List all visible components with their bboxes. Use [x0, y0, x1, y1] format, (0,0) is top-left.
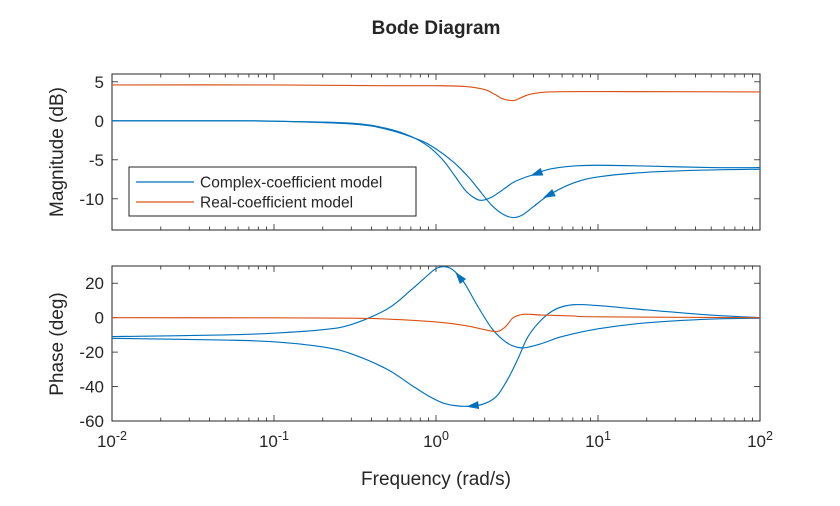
x-axis-label: Frequency (rad/s): [361, 469, 511, 490]
x-tick-label: 101: [585, 429, 611, 451]
series-line-complex-phase-0: [111, 303, 761, 407]
series-line-complex-magnitude-1: [111, 120, 761, 201]
phase-panel: 20 0 -20 -40 -60 Phase (deg): [47, 265, 761, 431]
direction-arrow-marker: [466, 401, 480, 410]
x-tick-labels: 10-2 10-1 100 101 102: [97, 429, 773, 451]
direction-arrow-marker: [530, 167, 544, 176]
series-line-complex-magnitude-0: [111, 120, 761, 219]
phase-ylabel: Phase (deg): [47, 292, 68, 396]
phase-series: [111, 266, 761, 410]
legend: Complex-coefficient model Real-coefficie…: [128, 166, 417, 217]
y-tick-label: -60: [79, 412, 104, 431]
series-line-complex-phase-1: [111, 266, 761, 349]
phase-ticks: 20 0 -20 -40 -60: [79, 266, 760, 431]
phase-plot-area: [111, 265, 761, 422]
x-tick-label: 10-1: [259, 429, 289, 451]
legend-label-real: Real-coefficient model: [200, 195, 353, 212]
magnitude-ticks: 5 0 -5 -10: [79, 73, 760, 230]
y-tick-label: 5: [95, 73, 104, 92]
series-line-real-phase-2: [111, 313, 761, 333]
direction-arrow-marker: [455, 271, 467, 285]
x-tick-label: 10-2: [97, 429, 127, 451]
x-tick-label: 100: [423, 429, 449, 451]
y-tick-label: -5: [89, 151, 104, 170]
y-tick-label: -20: [79, 343, 104, 362]
y-tick-label: 20: [85, 274, 104, 293]
y-tick-label: 0: [95, 112, 104, 131]
legend-box: [128, 166, 417, 217]
legend-label-complex: Complex-coefficient model: [200, 175, 382, 192]
series-line-real-magnitude-2: [111, 84, 761, 102]
magnitude-panel: 5 0 -5 -10 Complex-coefficient model Real-c…: [47, 73, 761, 231]
magnitude-ylabel: Magnitude (dB): [47, 87, 68, 217]
y-tick-label: 0: [95, 309, 104, 328]
x-tick-label: 102: [747, 429, 773, 451]
chart-title: Bode Diagram: [372, 18, 501, 39]
y-tick-label: -40: [79, 378, 104, 397]
direction-arrow-marker: [542, 188, 556, 198]
magnitude-series: [111, 84, 761, 219]
y-tick-label: -10: [79, 190, 104, 209]
